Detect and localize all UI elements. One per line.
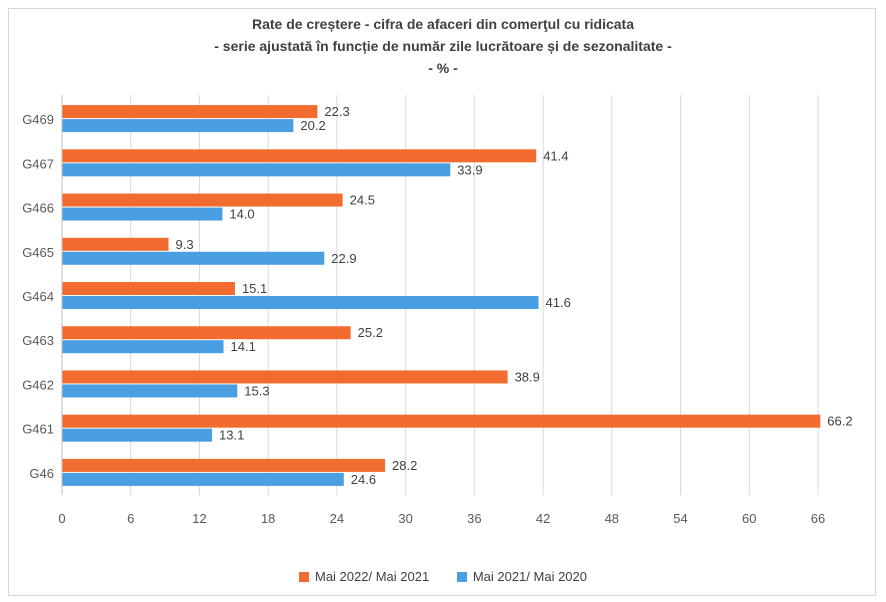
- bar-series-2: [62, 296, 539, 309]
- legend-label-series-1: Mai 2022/ Mai 2021: [315, 569, 430, 584]
- legend-label-series-2: Mai 2021/ Mai 2020: [472, 569, 587, 584]
- data-label: 33.9: [457, 162, 482, 177]
- bar-series-2: [62, 163, 451, 177]
- data-label: 28.2: [392, 458, 417, 473]
- bar-series-1: [62, 193, 343, 207]
- bar-series-1: [62, 282, 235, 295]
- y-tick-label: G469: [22, 112, 54, 127]
- x-tick-label: 0: [58, 511, 65, 526]
- bar-series-2: [62, 340, 224, 354]
- legend-item-series-2: Mai 2021/ Mai 2020: [456, 569, 587, 584]
- data-label: 25.2: [358, 325, 383, 340]
- x-tick-label: 48: [605, 511, 619, 526]
- y-tick-label: G465: [22, 245, 54, 260]
- y-tick-label: G466: [22, 201, 54, 216]
- data-label: 66.2: [827, 414, 852, 429]
- data-label: 15.3: [244, 383, 269, 398]
- y-tick-label: G461: [22, 422, 54, 437]
- bar-series-2: [62, 384, 238, 398]
- x-tick-label: 24: [330, 511, 344, 526]
- x-tick-label: 12: [192, 511, 206, 526]
- data-label: 9.3: [176, 237, 194, 252]
- y-tick-label: G463: [22, 333, 54, 348]
- bar-series-2: [62, 472, 344, 486]
- y-tick-label: G46: [29, 466, 54, 481]
- data-label: 20.2: [300, 118, 325, 133]
- legend-swatch-series-1: [299, 572, 309, 582]
- chart-unit: - % -: [428, 60, 458, 76]
- y-tick-label: G464: [22, 289, 54, 304]
- bar-series-1: [62, 370, 508, 384]
- bar-series-2: [62, 428, 213, 442]
- data-label: 15.1: [242, 281, 267, 296]
- bar-series-1: [62, 326, 351, 340]
- x-tick-label: 6: [127, 511, 134, 526]
- legend: Mai 2022/ Mai 2021 Mai 2021/ Mai 2020: [0, 569, 886, 584]
- bar-series-1: [62, 237, 169, 251]
- x-tick-label: 60: [742, 511, 756, 526]
- x-tick-label: 18: [261, 511, 275, 526]
- data-label: 41.4: [543, 148, 568, 163]
- data-label: 14.0: [229, 207, 254, 222]
- bar-series-1: [62, 414, 821, 428]
- y-tick-label: G462: [22, 377, 54, 392]
- bar-series-1: [62, 458, 386, 472]
- data-label: 14.1: [231, 339, 256, 354]
- x-tick-label: 36: [467, 511, 481, 526]
- data-label: 22.9: [331, 251, 356, 266]
- bar-series-2: [62, 207, 223, 221]
- bar-series-2: [62, 251, 325, 265]
- y-tick-label: G467: [22, 156, 54, 171]
- x-tick-label: 30: [398, 511, 412, 526]
- bar-series-2: [62, 119, 294, 133]
- x-tick-label: 42: [536, 511, 550, 526]
- data-label: 24.5: [350, 193, 375, 208]
- chart-title: Rate de creștere - cifra de afaceri din …: [251, 16, 635, 32]
- chart-subtitle: - serie ajustată în funcție de număr zil…: [214, 38, 672, 54]
- legend-item-series-1: Mai 2022/ Mai 2021: [299, 569, 429, 584]
- data-label: 22.3: [324, 104, 349, 119]
- legend-swatch-series-2: [456, 572, 467, 582]
- x-tick-label: 66: [811, 511, 825, 526]
- bar-series-1: [62, 105, 318, 119]
- data-label: 41.6: [546, 295, 571, 310]
- data-label: 38.9: [515, 369, 540, 384]
- data-label: 13.1: [219, 428, 244, 443]
- data-label: 24.6: [351, 472, 376, 487]
- bar-series-1: [62, 149, 537, 163]
- x-tick-label: 54: [673, 511, 687, 526]
- chart-title-block: Rate de creștere - cifra de afaceri din …: [0, 13, 886, 79]
